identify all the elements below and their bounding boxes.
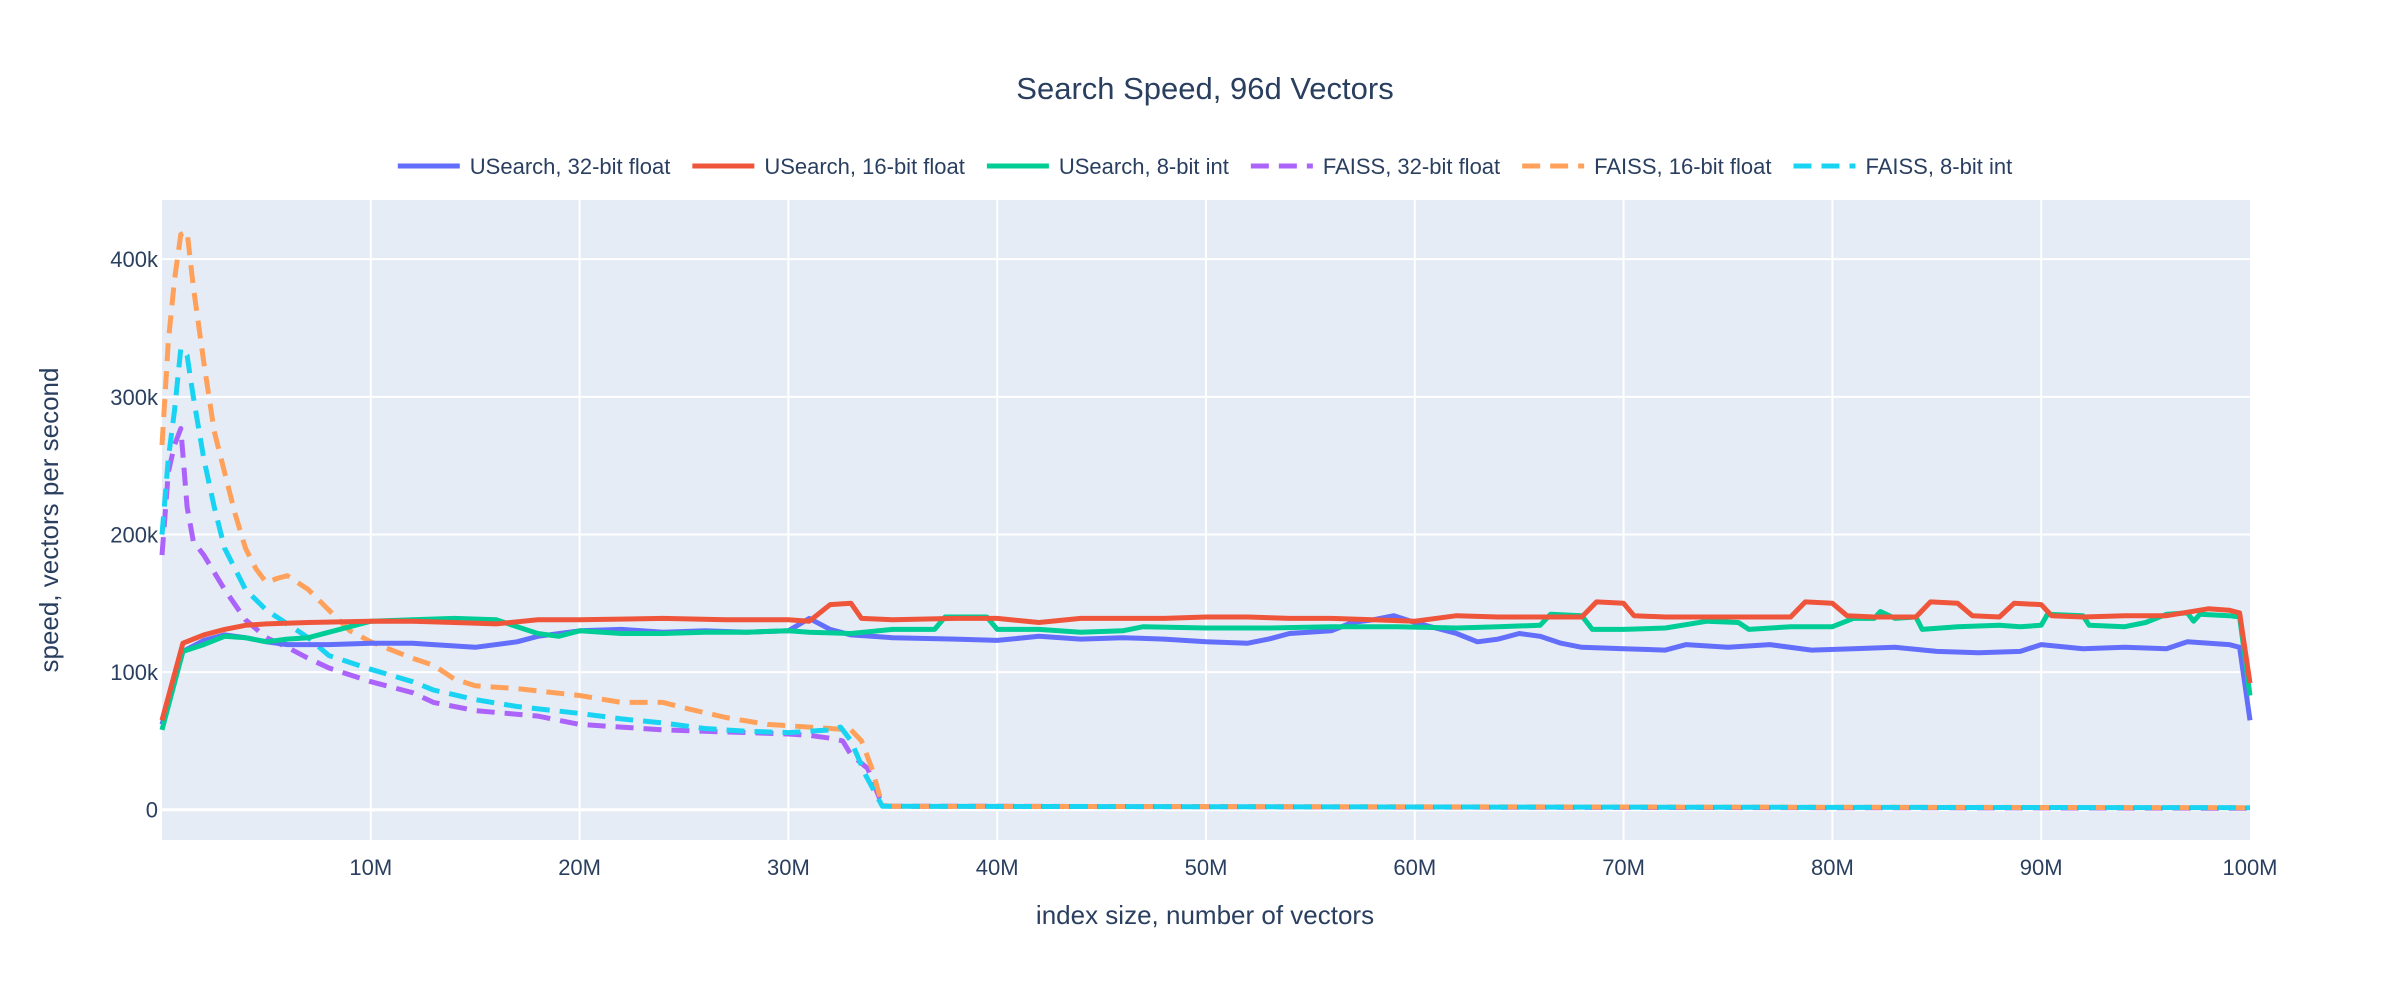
legend-label: USearch, 32-bit float	[470, 154, 671, 179]
x-tick-label: 60M	[1393, 855, 1436, 880]
x-tick-label: 40M	[976, 855, 1019, 880]
legend-label: USearch, 16-bit float	[764, 154, 965, 179]
x-tick-label: 20M	[558, 855, 601, 880]
y-tick-label: 400k	[110, 247, 159, 272]
legend-label: FAISS, 32-bit float	[1323, 154, 1500, 179]
y-tick-label: 200k	[110, 522, 159, 547]
series-line-4	[159, 229, 2251, 811]
y-axis-ticks: 0 100k 200k 300k 400k	[110, 247, 159, 823]
x-tick-label: 100M	[2222, 855, 2277, 880]
legend-item-1[interactable]: USearch, 16-bit float	[692, 154, 965, 179]
x-tick-label: 50M	[1185, 855, 1228, 880]
x-axis-ticks: 10M 20M 30M 40M 50M 60M 70M 80M 90M 100M	[349, 855, 2277, 880]
x-tick-label: 70M	[1602, 855, 1645, 880]
legend-item-3[interactable]: FAISS, 32-bit float	[1250, 154, 1500, 179]
series-layer	[159, 229, 2253, 811]
legend: USearch, 32-bit float USearch, 16-bit flo…	[397, 154, 2012, 179]
legend-label: FAISS, 16-bit float	[1594, 154, 1771, 179]
legend-label: FAISS, 8-bit int	[1865, 154, 2012, 179]
chart-title: Search Speed, 96d Vectors	[1016, 71, 1393, 106]
y-tick-label: 0	[146, 798, 158, 823]
legend-item-0[interactable]: USearch, 32-bit float	[397, 154, 671, 179]
x-tick-label: 30M	[767, 855, 810, 880]
y-tick-label: 300k	[110, 385, 159, 410]
series-line-0	[159, 613, 2253, 726]
y-tick-label: 100k	[110, 660, 159, 685]
x-tick-label: 80M	[1811, 855, 1854, 880]
y-axis-title: speed, vectors per second	[34, 368, 64, 673]
legend-item-2[interactable]: USearch, 8-bit int	[986, 154, 1229, 179]
series-line-2	[159, 609, 2253, 731]
series-line-5	[159, 346, 2251, 811]
legend-label: USearch, 8-bit int	[1059, 154, 1229, 179]
legend-item-5[interactable]: FAISS, 8-bit int	[1793, 154, 2012, 179]
x-tick-label: 90M	[2020, 855, 2063, 880]
series-line-1	[159, 599, 2253, 721]
x-axis-title: index size, number of vectors	[1036, 900, 1374, 930]
x-tick-label: 10M	[349, 855, 392, 880]
legend-item-4[interactable]: FAISS, 16-bit float	[1522, 154, 1771, 179]
